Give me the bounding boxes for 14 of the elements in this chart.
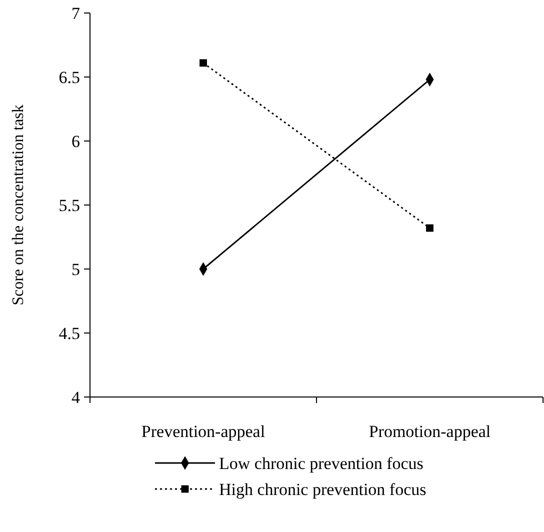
x-tick-label: Prevention-appeal <box>141 422 266 441</box>
x-tick-label: Promotion-appeal <box>368 422 491 441</box>
point <box>426 224 434 232</box>
point <box>200 59 207 67</box>
legend-label: High chronic prevention focus <box>219 480 426 499</box>
y-axis-title: Score on the concentration task <box>10 104 27 306</box>
y-tick-label: 5.5 <box>58 196 80 215</box>
legend-label: Low chronic prevention focus <box>219 454 424 473</box>
y-tick-label: 6.5 <box>58 68 80 87</box>
y-tick-label: 7 <box>72 4 80 23</box>
y-tick-label: 5 <box>72 260 80 279</box>
y-tick-label: 6 <box>72 132 80 151</box>
y-tick-label: 4 <box>72 388 80 407</box>
y-tick-label: 4.5 <box>58 324 80 343</box>
